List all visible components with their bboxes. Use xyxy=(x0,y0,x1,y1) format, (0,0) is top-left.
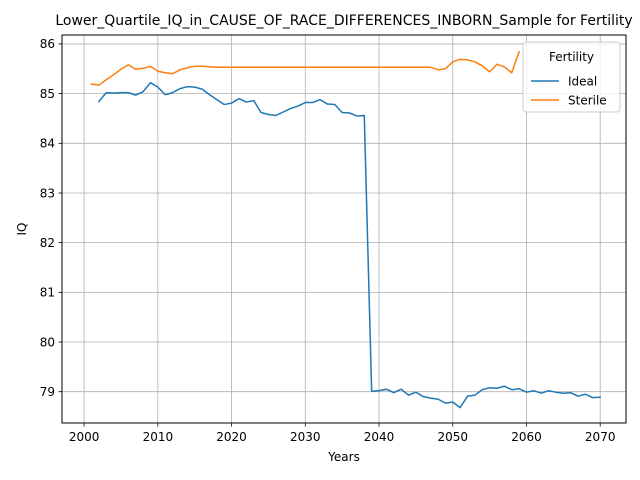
y-axis: 79 80 81 82 83 84 85 86 xyxy=(40,37,62,399)
y-tick-label: 79 xyxy=(40,385,55,399)
legend-label-ideal: Ideal xyxy=(568,74,597,88)
y-tick-label: 86 xyxy=(40,37,55,51)
x-tick-label: 2010 xyxy=(143,430,174,444)
x-tick-label: 2030 xyxy=(290,430,321,444)
legend-label-sterile: Sterile xyxy=(568,93,607,107)
chart-title: Lower_Quartile_IQ_in_CAUSE_OF_RACE_DIFFE… xyxy=(55,13,632,29)
x-tick-label: 2000 xyxy=(69,430,100,444)
series-line-ideal xyxy=(97,81,601,409)
y-tick-label: 83 xyxy=(40,186,55,200)
y-tick-label: 84 xyxy=(40,137,55,151)
legend-box xyxy=(522,41,621,113)
y-tick-label: 82 xyxy=(40,236,55,250)
series-lines xyxy=(90,50,601,409)
y-tick-label: 85 xyxy=(40,87,55,101)
x-tick-label: 2070 xyxy=(585,430,616,444)
y-tick-label: 80 xyxy=(40,335,55,349)
y-tick-label: 81 xyxy=(40,286,55,300)
x-axis-label: Years xyxy=(327,450,360,464)
x-tick-label: 2050 xyxy=(437,430,468,444)
legend-title: Fertility xyxy=(549,50,594,64)
plot-frame xyxy=(61,34,627,424)
series-line-sterile xyxy=(90,50,521,86)
x-tick-label: 2020 xyxy=(216,430,247,444)
legend: Fertility Ideal Sterile xyxy=(522,41,621,113)
x-axis: 2000 2010 2020 2030 2040 2050 2060 2070 xyxy=(69,423,616,444)
y-axis-label: IQ xyxy=(15,223,29,236)
x-tick-label: 2040 xyxy=(364,430,395,444)
x-tick-label: 2060 xyxy=(511,430,542,444)
